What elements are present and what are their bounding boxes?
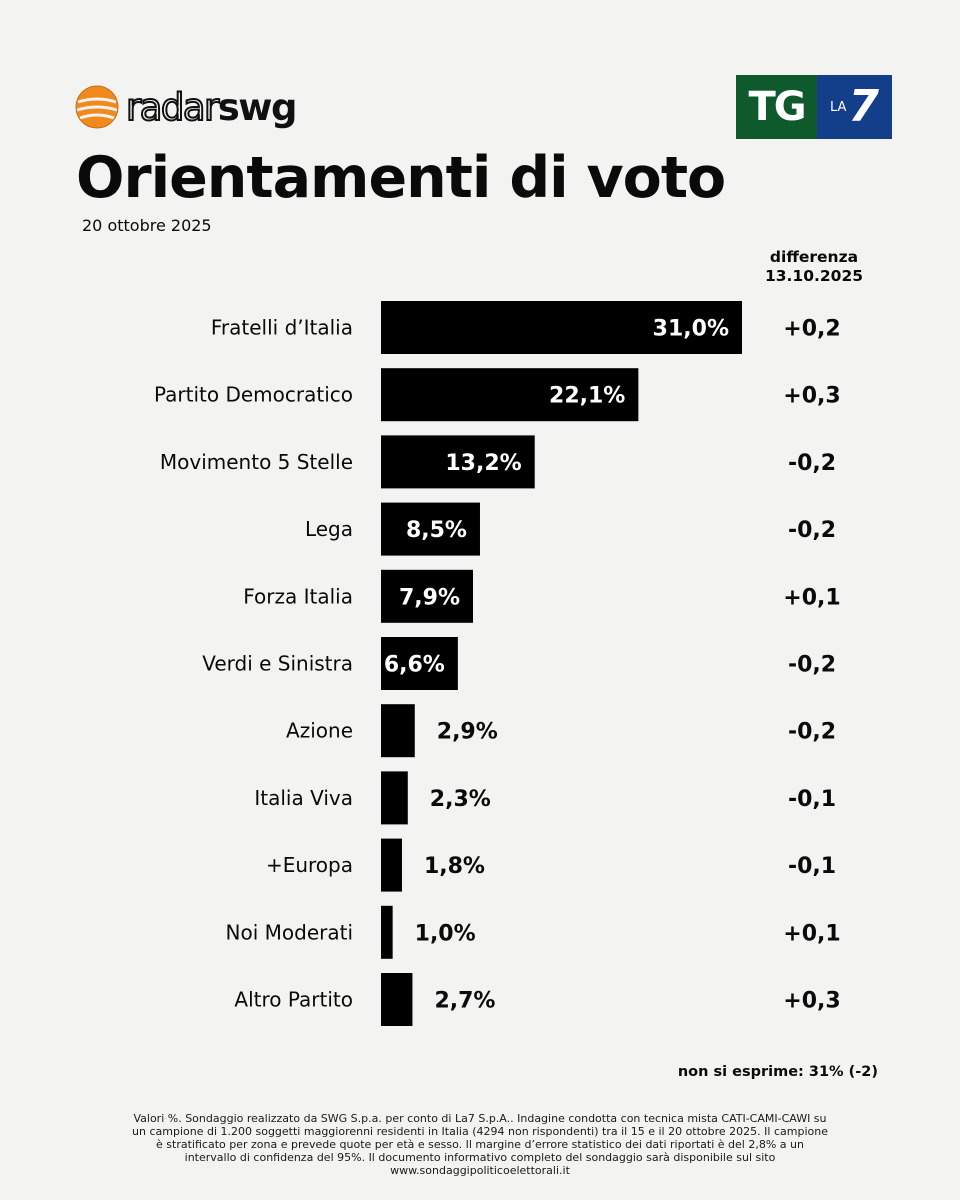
page-title: Orientamenti di voto	[76, 145, 726, 211]
category-label-3: Lega	[305, 517, 353, 541]
difference-value-8: -0,1	[788, 854, 836, 879]
category-label-1: Partito Democratico	[154, 383, 353, 407]
category-label-4: Forza Italia	[243, 584, 353, 608]
radar-swg-wordmark: radarswg	[125, 85, 298, 129]
difference-column-header: differenza 13.10.2025	[748, 248, 880, 286]
value-label-2: 13,2%	[445, 451, 521, 476]
difference-header-line1: differenza	[769, 248, 859, 266]
difference-value-7: -0,1	[788, 787, 836, 812]
value-label-7: 2,3%	[430, 787, 491, 812]
category-label-5: Verdi e Sinistra	[202, 652, 353, 676]
category-label-0: Fratelli d’Italia	[211, 316, 353, 340]
radar-swg-logo: radarswg	[74, 84, 298, 130]
methodology-footnote: Valori %. Sondaggio realizzato da SWG S.…	[132, 1112, 828, 1177]
difference-header-line2: 13.10.2025	[764, 267, 864, 285]
category-label-9: Noi Moderati	[226, 920, 353, 944]
value-label-10: 2,7%	[434, 989, 495, 1014]
category-label-10: Altro Partito	[234, 988, 353, 1012]
value-label-8: 1,8%	[424, 854, 485, 879]
radar-globe-icon	[75, 85, 119, 129]
value-label-1: 22,1%	[549, 384, 625, 409]
bar-10	[381, 973, 413, 1026]
value-label-9: 1,0%	[415, 921, 476, 946]
difference-value-2: -0,2	[788, 451, 836, 476]
difference-value-0: +0,2	[783, 317, 840, 342]
tg-la7-logo: TG LA 7	[736, 75, 892, 139]
seven-text: 7	[848, 81, 880, 132]
category-label-8: +Europa	[266, 853, 353, 877]
difference-value-9: +0,1	[783, 921, 840, 946]
page-date: 20 ottobre 2025	[82, 216, 212, 235]
difference-value-6: -0,2	[788, 720, 836, 745]
difference-value-4: +0,1	[783, 585, 840, 610]
bar-2	[381, 435, 535, 489]
swg-word: swg	[217, 85, 298, 129]
difference-value-5: -0,2	[788, 653, 836, 678]
difference-value-1: +0,3	[783, 384, 840, 409]
bar-6	[381, 704, 415, 758]
value-label-5: 6,6%	[384, 653, 445, 678]
tg-block: TG	[736, 75, 817, 139]
category-label-7: Italia Viva	[254, 786, 353, 810]
la7-block: LA 7	[817, 75, 892, 139]
bar-3	[381, 502, 480, 556]
bar-5	[381, 637, 458, 690]
bar-8	[381, 838, 402, 892]
la-text: LA	[829, 99, 847, 115]
category-label-2: Movimento 5 Stelle	[160, 450, 353, 474]
radar-word: radar	[125, 85, 220, 129]
difference-value-3: -0,2	[788, 518, 836, 543]
value-label-6: 2,9%	[437, 720, 498, 745]
bar-4	[381, 569, 473, 623]
difference-value-10: +0,3	[783, 989, 840, 1014]
value-label-0: 31,0%	[653, 317, 729, 342]
bar-0	[381, 301, 742, 354]
value-label-3: 8,5%	[406, 518, 467, 543]
bar-7	[381, 771, 408, 825]
bar-1	[381, 368, 639, 422]
bar-9	[381, 905, 393, 959]
value-label-4: 7,9%	[399, 585, 460, 610]
no-answer-note: non si esprime: 31% (-2)	[677, 1064, 878, 1080]
category-label-6: Azione	[286, 719, 353, 743]
